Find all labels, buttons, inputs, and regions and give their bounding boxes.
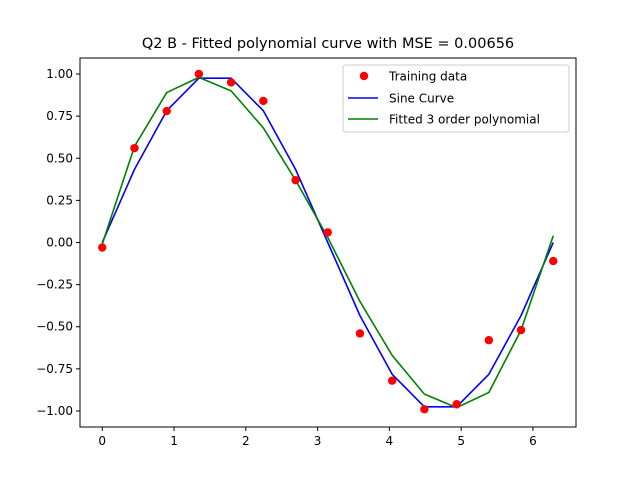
x-tick-label: 2 [242,434,250,448]
x-axis: 0 1 2 3 4 5 6 [98,427,537,448]
y-axis: −1.00 −0.75 −0.50 −0.25 0.00 0.25 0.50 0.75 1.00 [36,67,80,418]
plot-layer [98,69,558,414]
y-tick-label: 1.00 [46,67,73,81]
chart-title: Q2 B - Fitted polynomial curve with MSE … [142,36,514,52]
x-tick-label: 1 [170,434,178,448]
legend-label: Fitted 3 order polynomial [389,113,540,127]
x-tick-label: 3 [314,434,322,448]
training-data-point [194,69,204,79]
series-line-2 [101,76,555,409]
y-tick-label: 0.50 [46,151,73,165]
y-tick-label: −0.50 [36,320,73,334]
y-tick-label: −0.25 [36,278,73,292]
x-tick-label: 0 [98,434,106,448]
legend-box [342,64,570,133]
y-tick-label: −1.00 [36,404,73,418]
training-data-point [130,143,139,153]
training-data-point [355,329,365,338]
training-data-point [323,228,332,237]
training-data-point [516,325,526,335]
training-data-point [484,336,494,345]
legend-label: Training data [388,70,467,84]
training-data-point [452,400,461,409]
series-line-1 [101,77,554,408]
x-tick-label: 5 [457,434,465,448]
training-data-point [98,243,107,252]
training-data-point [387,376,397,385]
y-tick-label: 0.00 [46,236,73,250]
legend: Training data Sine Curve Fitted 3 order po… [342,64,570,133]
training-data-point [420,405,429,414]
y-tick-label: 0.25 [46,193,73,207]
training-data-point [162,106,171,116]
legend-marker [359,71,369,81]
training-data-point [549,256,558,266]
y-tick-label: −0.75 [36,362,73,376]
legend-label: Sine Curve [389,92,454,106]
x-tick-label: 4 [386,434,394,448]
training-data-point [291,175,300,185]
training-data-point [226,78,236,87]
x-tick-label: 6 [529,434,537,448]
y-tick-label: 0.75 [46,109,73,123]
training-data-point [259,96,268,106]
